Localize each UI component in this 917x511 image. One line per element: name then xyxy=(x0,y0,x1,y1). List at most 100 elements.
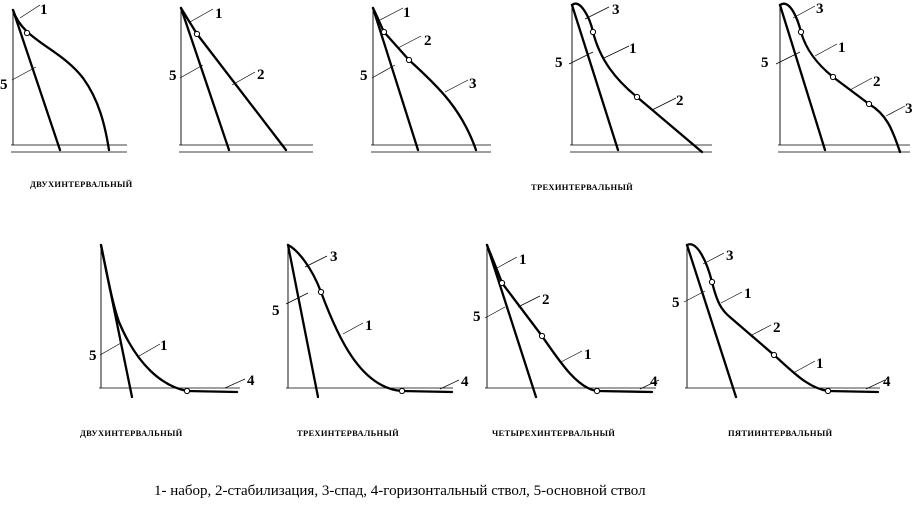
transition-point xyxy=(865,100,873,108)
well-trajectory xyxy=(778,2,902,154)
diagram-bottom-two-interval: 1 4 5 xyxy=(89,243,255,399)
leader-line xyxy=(99,342,122,356)
label-5: 5 xyxy=(360,68,368,84)
label-2: 2 xyxy=(773,320,781,336)
diagram-top-three-interval-1: 1 2 3 5 xyxy=(360,5,491,153)
leader-line xyxy=(189,8,214,23)
well-trajectory xyxy=(685,243,880,394)
leader-line xyxy=(865,379,886,390)
transition-point xyxy=(498,279,506,287)
transition-point xyxy=(398,387,406,395)
label-3: 3 xyxy=(905,101,913,117)
label-4: 4 xyxy=(461,374,469,390)
transition-point xyxy=(193,30,201,38)
ground-line xyxy=(778,144,910,153)
leader-line xyxy=(775,51,801,65)
label-5: 5 xyxy=(473,309,481,325)
leader-line xyxy=(568,51,594,65)
leader-line xyxy=(749,324,772,337)
legend-text: 1- набор, 2-стабилизация, 3-спад, 4-гори… xyxy=(154,483,646,499)
label-3: 3 xyxy=(330,249,338,265)
well-trajectory xyxy=(179,6,288,152)
transition-point xyxy=(708,278,716,286)
leader-line xyxy=(484,306,506,319)
ground-line xyxy=(179,144,313,153)
well-trajectory xyxy=(286,243,454,394)
label-3: 3 xyxy=(612,2,620,18)
leader-line xyxy=(379,7,404,21)
transition-point xyxy=(183,387,191,395)
label-2: 2 xyxy=(424,33,432,49)
leader-line xyxy=(651,97,677,111)
label-2: 2 xyxy=(257,67,265,83)
transition-point xyxy=(593,387,601,395)
label-5: 5 xyxy=(169,68,177,84)
main-wellbore-5 xyxy=(286,243,320,399)
label-1: 1 xyxy=(519,252,527,268)
diagram-top-four-segment: 3 1 2 3 5 xyxy=(761,1,913,154)
main-wellbore-5 xyxy=(485,243,538,399)
transition-point xyxy=(380,28,388,36)
caption-top-right: ТРЕХИНТЕРВАЛЬНЫЙ xyxy=(531,182,633,192)
leader-line xyxy=(19,4,41,19)
ground-line xyxy=(570,144,712,153)
leader-line xyxy=(560,350,583,363)
ground-line xyxy=(371,144,491,153)
label-1: 1 xyxy=(403,5,411,21)
leader-line xyxy=(794,360,816,373)
transition-point xyxy=(589,28,597,36)
leader-line xyxy=(11,66,37,81)
main-wellbore-5 xyxy=(11,8,62,152)
label-5: 5 xyxy=(761,55,769,71)
caption-bottom-4: ПЯТИИНТЕРВАЛЬНЫЙ xyxy=(728,428,832,438)
label-2: 2 xyxy=(676,93,684,109)
main-wellbore-5 xyxy=(778,3,827,152)
label-5: 5 xyxy=(555,55,563,71)
leader-line xyxy=(603,45,630,59)
label-5: 5 xyxy=(272,303,280,319)
leader-line xyxy=(683,290,706,303)
label-3: 3 xyxy=(469,76,477,92)
transition-point xyxy=(317,288,325,296)
leader-line xyxy=(439,379,460,390)
leader-line xyxy=(639,379,660,390)
label-1: 1 xyxy=(744,286,752,302)
leader-line xyxy=(444,79,469,93)
label-4: 4 xyxy=(650,374,658,390)
leader-line xyxy=(849,77,873,91)
leader-line xyxy=(397,35,422,49)
label-1: 1 xyxy=(629,41,637,57)
main-wellbore-5 xyxy=(179,6,231,152)
label-2: 2 xyxy=(542,292,550,308)
leader-line xyxy=(496,256,518,269)
caption-bottom-2: ТРЕХИНТЕРВАЛЬНЫЙ xyxy=(297,428,399,438)
caption-top-left: ДВУХИНТЕРВАЛЬНЫЙ xyxy=(30,179,133,189)
leader-line xyxy=(702,252,725,265)
leader-line xyxy=(792,5,816,19)
diagram-top-two-interval-2: 1 2 5 xyxy=(169,6,313,153)
leader-line xyxy=(584,6,610,20)
diagram-top-two-interval-1: 1 5 xyxy=(0,2,127,153)
label-5: 5 xyxy=(0,77,8,93)
label-1: 1 xyxy=(838,40,846,56)
transition-point xyxy=(797,28,805,36)
transition-point xyxy=(23,29,31,37)
leader-line xyxy=(517,295,541,308)
leader-line xyxy=(285,292,309,305)
transition-point xyxy=(633,93,641,101)
label-5: 5 xyxy=(672,295,680,311)
label-2: 2 xyxy=(873,74,881,90)
label-1: 1 xyxy=(160,338,168,354)
transition-point xyxy=(829,73,837,81)
main-wellbore-5 xyxy=(371,6,420,152)
diagram-top-three-interval-2: 3 1 2 5 xyxy=(555,2,712,154)
main-wellbore-5 xyxy=(570,3,620,152)
label-3: 3 xyxy=(816,1,824,17)
label-3: 3 xyxy=(726,248,734,264)
main-wellbore-5 xyxy=(685,243,738,399)
diagram-bottom-five-interval: 3 1 2 1 4 5 xyxy=(672,243,891,399)
label-1: 1 xyxy=(215,6,223,22)
leader-line xyxy=(371,64,396,79)
transition-point xyxy=(405,56,413,64)
